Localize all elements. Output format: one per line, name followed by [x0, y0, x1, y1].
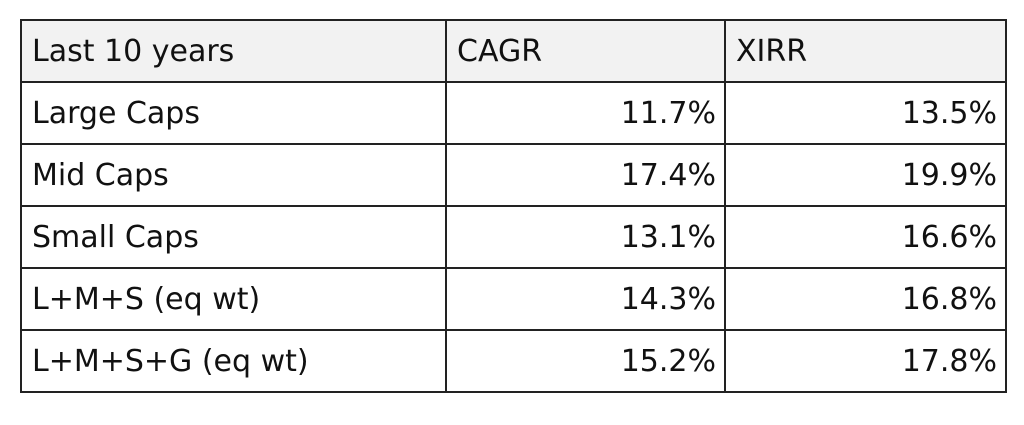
cagr-value: 15.2% — [445, 329, 726, 393]
row-label: Mid Caps — [20, 143, 447, 207]
header-xirr: XIRR — [724, 19, 1007, 83]
row-label: Small Caps — [20, 205, 447, 269]
xirr-value: 17.8% — [724, 329, 1007, 393]
table-row: Mid Caps 17.4% 19.9% — [20, 143, 1007, 207]
cagr-value: 11.7% — [445, 81, 726, 145]
header-cagr: CAGR — [445, 19, 726, 83]
returns-table: Last 10 years CAGR XIRR Large Caps 11.7%… — [20, 19, 1007, 393]
xirr-value: 19.9% — [724, 143, 1007, 207]
table-header: Last 10 years CAGR XIRR — [20, 19, 1007, 83]
table-row: Large Caps 11.7% 13.5% — [20, 81, 1007, 145]
cagr-value: 13.1% — [445, 205, 726, 269]
xirr-value: 16.6% — [724, 205, 1007, 269]
xirr-value: 13.5% — [724, 81, 1007, 145]
row-label: L+M+S (eq wt) — [20, 267, 447, 331]
row-label: Large Caps — [20, 81, 447, 145]
row-label: L+M+S+G (eq wt) — [20, 329, 447, 393]
cagr-value: 14.3% — [445, 267, 726, 331]
header-row: Last 10 years CAGR XIRR — [20, 19, 1007, 83]
table-body: Large Caps 11.7% 13.5% Mid Caps 17.4% 19… — [20, 81, 1007, 393]
table-row: L+M+S (eq wt) 14.3% 16.8% — [20, 267, 1007, 331]
cagr-value: 17.4% — [445, 143, 726, 207]
table-row: L+M+S+G (eq wt) 15.2% 17.8% — [20, 329, 1007, 393]
table-row: Small Caps 13.1% 16.6% — [20, 205, 1007, 269]
header-period: Last 10 years — [20, 19, 447, 83]
xirr-value: 16.8% — [724, 267, 1007, 331]
